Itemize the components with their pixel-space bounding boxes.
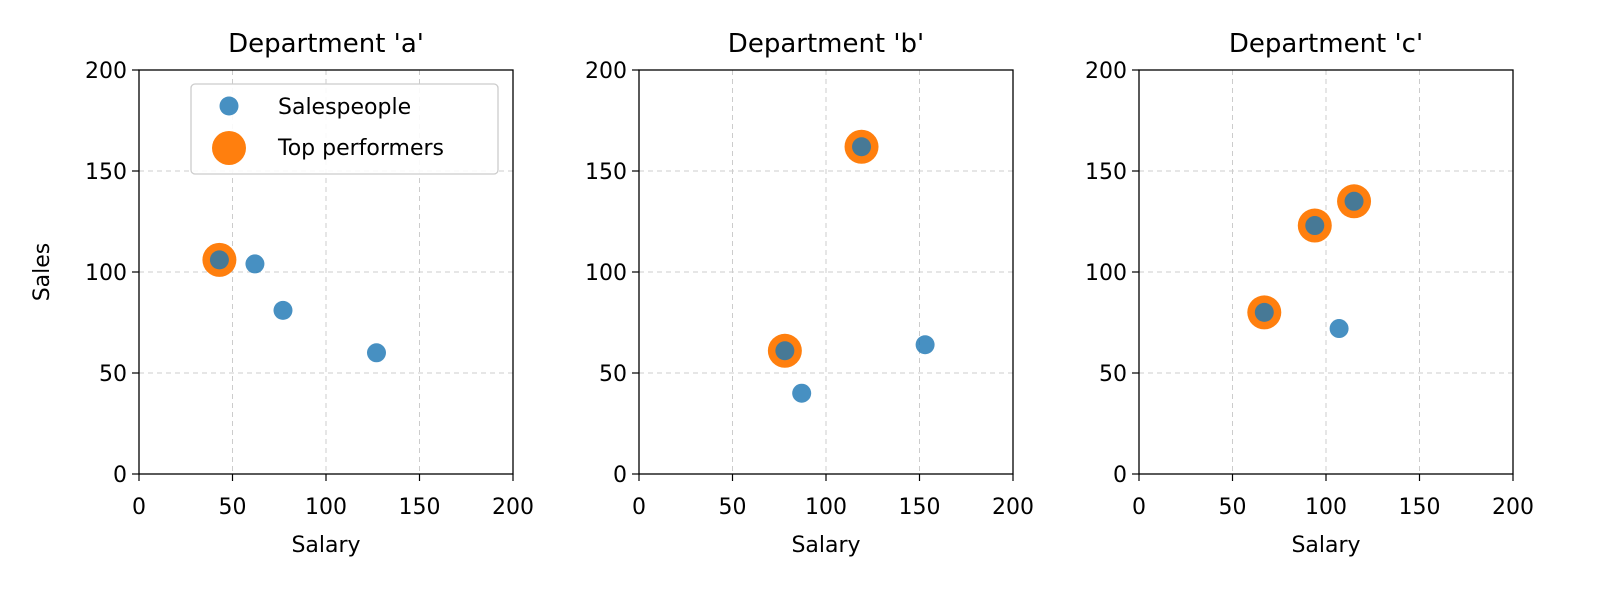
y-tick-label: 150 xyxy=(1085,160,1127,185)
y-axis-label: Sales xyxy=(30,243,55,302)
x-axis-label: Salary xyxy=(791,533,860,558)
salesperson-marker xyxy=(366,343,386,363)
salesperson-marker xyxy=(792,383,812,403)
x-tick-label: 100 xyxy=(805,495,847,520)
legend-top-performers-label: Top performers xyxy=(277,136,444,161)
y-tick-label: 200 xyxy=(585,59,627,84)
salesperson-marker xyxy=(915,335,935,355)
y-tick-label: 150 xyxy=(585,160,627,185)
y-tick-label: 100 xyxy=(585,261,627,286)
x-tick-label: 0 xyxy=(1132,495,1146,520)
y-tick-label: 150 xyxy=(85,160,127,185)
y-tick-label: 50 xyxy=(599,362,627,387)
x-tick-label: 150 xyxy=(399,495,441,520)
x-tick-label: 150 xyxy=(899,495,941,520)
legend: Salespeople Top performers xyxy=(190,83,499,175)
y-tick-label: 200 xyxy=(85,59,127,84)
x-tick-label: 50 xyxy=(219,495,247,520)
y-tick-label: 0 xyxy=(113,463,127,488)
x-tick-label: 200 xyxy=(492,495,534,520)
salesperson-marker xyxy=(245,254,265,274)
salesperson-marker xyxy=(1329,319,1349,339)
salesperson-marker xyxy=(1254,302,1274,322)
y-tick-label: 100 xyxy=(85,261,127,286)
panel-2: 0 50 100 150 200 0 50 100 150 200 Department 'c' Sa… xyxy=(1085,29,1534,558)
x-tick-label: 200 xyxy=(992,495,1034,520)
panel-title: Department 'a' xyxy=(228,29,424,59)
y-tick-label: 0 xyxy=(613,463,627,488)
salesperson-marker xyxy=(273,300,293,320)
y-tick-label: 50 xyxy=(1099,362,1127,387)
x-tick-label: 100 xyxy=(1305,495,1347,520)
panel-0: 0 50 100 150 200 0 50 100 150 200 Department 'a' Sa… xyxy=(30,29,534,558)
x-tick-label: 100 xyxy=(305,495,347,520)
x-tick-label: 150 xyxy=(1399,495,1441,520)
salesperson-marker xyxy=(1305,216,1325,236)
x-tick-label: 0 xyxy=(632,495,646,520)
panel-title: Department 'b' xyxy=(728,29,924,59)
salesperson-marker xyxy=(1344,191,1364,211)
x-axis-label: Salary xyxy=(1291,533,1360,558)
legend-top-performers-marker xyxy=(212,131,246,165)
x-tick-label: 0 xyxy=(132,495,146,520)
x-tick-label: 200 xyxy=(1492,495,1534,520)
y-tick-label: 50 xyxy=(99,362,127,387)
y-tick-label: 200 xyxy=(1085,59,1127,84)
legend-box xyxy=(190,83,499,175)
salesperson-marker xyxy=(775,341,795,361)
legend-salespeople-marker xyxy=(219,96,239,116)
panel-title: Department 'c' xyxy=(1229,29,1423,59)
y-tick-label: 0 xyxy=(1113,463,1127,488)
legend-salespeople-label: Salespeople xyxy=(278,95,411,120)
panel-1: 0 50 100 150 200 0 50 100 150 200 Department 'b' Sa… xyxy=(585,29,1034,558)
y-tick-label: 100 xyxy=(1085,261,1127,286)
x-tick-label: 50 xyxy=(1219,495,1247,520)
salesperson-marker xyxy=(209,250,229,270)
x-tick-label: 50 xyxy=(719,495,747,520)
salesperson-marker xyxy=(852,137,872,157)
x-axis-label: Salary xyxy=(291,533,360,558)
